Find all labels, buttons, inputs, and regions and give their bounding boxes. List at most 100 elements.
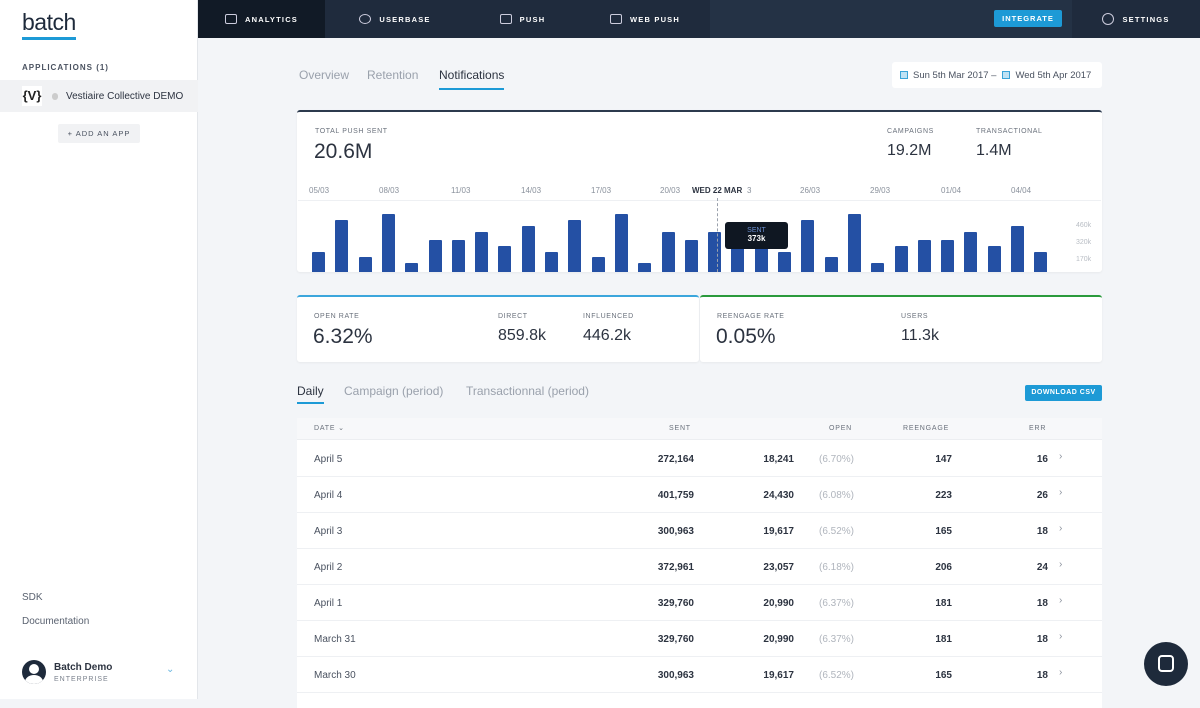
cell-open-pct: (6.70%): [819, 454, 855, 465]
cell-open-pct: (6.37%): [819, 634, 855, 645]
app-name: Vestiaire Collective DEMO: [66, 90, 184, 102]
tooltip-value: 373k: [747, 234, 766, 243]
integrate-button[interactable]: INTEGRATE: [994, 10, 1062, 27]
table-row[interactable]: March 30 300,963 19,617 (6.52%) 165 18 ›: [297, 657, 1102, 693]
cell-date: April 1: [314, 598, 343, 609]
chart-bar[interactable]: [591, 256, 605, 272]
table-row[interactable]: April 4 401,759 24,430 (6.08%) 223 26 ›: [297, 477, 1102, 513]
app-item[interactable]: {V} Vestiaire Collective DEMO: [0, 80, 198, 112]
chart-bar[interactable]: [638, 262, 652, 272]
chart-bar[interactable]: [708, 231, 722, 272]
chart-bar[interactable]: [498, 245, 512, 272]
cell-sent: 401,759: [657, 490, 694, 501]
chart-bar[interactable]: [847, 213, 861, 272]
chart-bar[interactable]: [568, 219, 582, 272]
y-tick: 170k: [1076, 256, 1092, 263]
batch-logo[interactable]: batch: [22, 10, 76, 40]
chart-bar[interactable]: [661, 231, 675, 272]
chart-divider: [298, 200, 1101, 201]
y-tick: 460k: [1076, 222, 1092, 229]
chart-bar[interactable]: [824, 256, 838, 272]
chart-bar[interactable]: [871, 262, 885, 272]
cell-sent: 300,963: [657, 526, 694, 537]
chevron-right-icon[interactable]: ›: [1059, 487, 1063, 498]
user-menu[interactable]: Batch Demo ENTERPRISE: [22, 660, 112, 684]
chart-bar[interactable]: [778, 251, 791, 272]
chart-bar[interactable]: [475, 231, 489, 272]
tab-label: USERBASE: [379, 14, 431, 24]
cell-open: 19,617: [763, 526, 794, 537]
subtab-campaign[interactable]: Campaign (period): [344, 384, 444, 398]
tab-notifications[interactable]: Notifications: [439, 68, 505, 90]
cell-reengage: 181: [935, 634, 952, 645]
user-tier: ENTERPRISE: [54, 675, 109, 683]
chevron-right-icon[interactable]: ›: [1059, 559, 1063, 570]
header-sent[interactable]: SENT: [669, 425, 691, 432]
table-row[interactable]: April 3 300,963 19,617 (6.52%) 165 18 ›: [297, 513, 1102, 549]
y-tick: 320k: [1076, 239, 1092, 246]
cell-reengage: 223: [935, 490, 952, 501]
header-open[interactable]: OPEN: [829, 425, 853, 432]
cell-open: 23,057: [763, 562, 794, 573]
tab-retention[interactable]: Retention: [367, 68, 419, 82]
message-icon: [499, 14, 512, 24]
tab-userbase[interactable]: USERBASE: [325, 0, 465, 38]
header-reengage[interactable]: REENGAGE: [903, 425, 950, 432]
chevron-right-icon[interactable]: ›: [1059, 451, 1063, 462]
user-name: Batch Demo: [54, 661, 113, 673]
chevron-down-icon[interactable]: ⌄: [166, 664, 175, 675]
chart-bar[interactable]: [358, 256, 372, 272]
subtab-transactional[interactable]: Transactionnal (period): [466, 384, 589, 398]
settings-button[interactable]: SETTINGS: [1072, 0, 1200, 38]
cell-err: 18: [1036, 526, 1048, 537]
chart-bar[interactable]: [941, 239, 955, 272]
chevron-right-icon[interactable]: ›: [1059, 667, 1063, 678]
header-date[interactable]: DATE ⌄: [314, 425, 345, 432]
chart-bar[interactable]: [1034, 251, 1048, 272]
table-row[interactable]: April 1 329,760 20,990 (6.37%) 181 18 ›: [297, 585, 1102, 621]
table-row[interactable]: March 31 329,760 20,990 (6.37%) 181 18 ›: [297, 621, 1102, 657]
tab-push[interactable]: PUSH: [465, 0, 580, 38]
table-row[interactable]: April 5 272,164 18,241 (6.70%) 147 16 ›: [297, 441, 1102, 477]
chevron-right-icon[interactable]: ›: [1059, 595, 1063, 606]
cell-err: 18: [1036, 598, 1048, 609]
tab-web-push[interactable]: WEB PUSH: [580, 0, 710, 38]
chart-icon: [224, 14, 237, 24]
chevron-right-icon[interactable]: ›: [1059, 523, 1063, 534]
chart-bar[interactable]: [987, 245, 1001, 272]
chart-bar[interactable]: [381, 213, 395, 272]
chart-bar[interactable]: [312, 251, 325, 272]
chart-bar[interactable]: [521, 225, 535, 272]
chat-launcher-button[interactable]: [1144, 642, 1188, 686]
tab-overview[interactable]: Overview: [299, 68, 350, 82]
cell-open: 19,617: [763, 670, 794, 681]
date-range-picker[interactable]: Sun 5th Mar 2017 – Wed 5th Apr 2017: [892, 62, 1102, 88]
megaphone-icon: [609, 14, 622, 24]
open-rate-card: [297, 295, 699, 362]
chart-bar[interactable]: [917, 239, 931, 272]
chart-bar[interactable]: [801, 219, 815, 272]
chart-bar[interactable]: [335, 219, 349, 272]
chart-bar[interactable]: [428, 239, 442, 272]
chart-bar[interactable]: [964, 231, 978, 272]
chart-bar[interactable]: [1011, 225, 1024, 272]
cell-date: April 2: [314, 562, 343, 573]
chart-bar[interactable]: [684, 239, 698, 272]
x-tick: 29/03: [870, 186, 891, 195]
chart-bar[interactable]: [894, 245, 908, 272]
sdk-link[interactable]: SDK: [22, 592, 43, 603]
subtab-daily[interactable]: Daily: [297, 384, 324, 404]
chart-bar[interactable]: [405, 262, 419, 272]
chart-bar[interactable]: [545, 251, 558, 272]
header-err[interactable]: ERR: [1029, 425, 1047, 432]
cell-open-pct: (6.52%): [819, 670, 855, 681]
documentation-link[interactable]: Documentation: [22, 616, 90, 627]
add-app-button[interactable]: + ADD AN APP: [58, 124, 140, 143]
table-row[interactable]: April 2 372,961 23,057 (6.18%) 206 24 ›: [297, 549, 1102, 585]
chart-bar[interactable]: [451, 239, 465, 272]
chart-bar[interactable]: [614, 213, 628, 272]
sidebar: batch APPLICATIONS (1) {V} Vestiaire Col…: [0, 0, 198, 699]
tab-analytics[interactable]: ANALYTICS: [198, 0, 325, 38]
download-csv-button[interactable]: DOWNLOAD CSV: [1025, 385, 1102, 401]
chevron-right-icon[interactable]: ›: [1059, 631, 1063, 642]
